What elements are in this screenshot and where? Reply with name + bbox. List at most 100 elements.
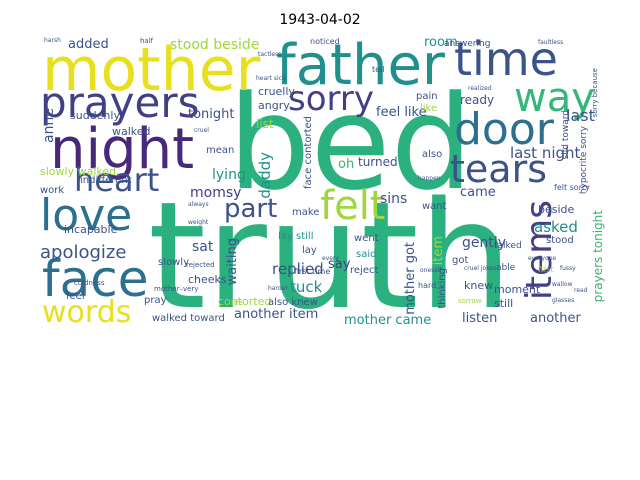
- word-everyone: everyone: [528, 255, 557, 262]
- word-lay-still: lay still: [278, 231, 314, 242]
- word-cheeks: cheeks: [188, 273, 227, 286]
- word-wallow: wallow: [552, 281, 573, 288]
- word-slid-toward: slid toward: [561, 110, 571, 160]
- word-sorry-because: sorry because: [591, 68, 599, 118]
- word-felt-sorry: felt sorry: [554, 183, 590, 192]
- word-slowly-walked: slowly walked: [40, 165, 117, 178]
- word-another-item: another item: [234, 307, 319, 322]
- word-incapable: incapable: [64, 223, 118, 236]
- word-came: came: [460, 185, 496, 200]
- word-coldness: coldness: [74, 279, 105, 287]
- word-said: said: [356, 249, 377, 260]
- word-oneself: oneself: [420, 267, 442, 274]
- word-thinking: thinking: [437, 268, 448, 309]
- word-added: added: [68, 37, 109, 52]
- word-faultless: faultless: [538, 39, 564, 46]
- word-face: face: [42, 250, 149, 308]
- word-work: work: [40, 185, 65, 196]
- word-noticed: noticed: [310, 37, 340, 46]
- word-face-contorted: face contorted: [303, 116, 314, 190]
- word-still: still: [494, 297, 514, 310]
- word-anne: anne: [41, 108, 57, 143]
- word-apologize: apologize: [40, 242, 127, 263]
- word-suddenly: suddenly: [70, 109, 120, 122]
- word-another: another: [530, 311, 581, 326]
- word-walked-toward: walked toward: [152, 313, 225, 324]
- word-feel: feel: [66, 291, 85, 302]
- word-mean: mean: [206, 145, 235, 156]
- word-mother-very: mother–very: [154, 285, 199, 293]
- word-first: first: [538, 265, 554, 274]
- word-tactless: tactless: [258, 51, 282, 58]
- word-like: like: [420, 103, 438, 114]
- word-rejected: rejected: [186, 261, 215, 269]
- word-happen: happen: [418, 175, 441, 182]
- word-tell: tell: [372, 65, 385, 74]
- word-say: say: [328, 257, 351, 272]
- word-weight: weight: [188, 219, 209, 226]
- word-prayers: prayers: [40, 78, 200, 127]
- figure-title: 1943-04-02: [279, 12, 361, 28]
- word-harder: harder: [268, 285, 288, 292]
- word-realized: realized: [468, 85, 492, 92]
- word-tears: tears: [450, 147, 547, 191]
- word-way: way: [514, 75, 595, 121]
- word-make: make: [292, 207, 320, 218]
- word-slowly: slowly: [158, 257, 189, 268]
- word-went: went: [354, 233, 379, 244]
- word-momsy: momsy: [190, 185, 242, 201]
- word-also: also: [422, 149, 443, 160]
- word-able: able: [496, 263, 516, 273]
- word-want: want: [422, 201, 447, 212]
- word-felt: felt: [320, 183, 386, 229]
- word-time: time: [454, 36, 558, 86]
- word-tonight: tonight: [188, 107, 235, 122]
- word-tuck: tuck: [290, 278, 323, 296]
- word-mother: mother: [42, 36, 261, 105]
- word-last: last: [566, 106, 595, 125]
- word-list: list: [256, 117, 274, 131]
- word-cruel-jokes: cruel jokes: [464, 265, 497, 272]
- word-truth: truth: [148, 170, 513, 326]
- word-got: got: [452, 255, 469, 266]
- word-read: read: [574, 287, 588, 294]
- word-father: father: [276, 36, 445, 98]
- word-love: love: [40, 190, 133, 241]
- word-moment: moment: [494, 283, 541, 296]
- word-part: part: [224, 194, 278, 224]
- word-stood: stood: [546, 235, 574, 246]
- word-sorry: sorry: [288, 79, 374, 119]
- word-every: every: [322, 255, 339, 262]
- word-mother-got: mother got: [403, 242, 418, 315]
- word-half: half: [140, 37, 154, 45]
- word-gently: gently: [462, 235, 507, 251]
- word-last-night: last night: [510, 144, 581, 162]
- word-talked: talked: [494, 241, 522, 251]
- word-cruelly: cruelly: [258, 85, 295, 98]
- word-also-knew: also knew: [268, 297, 318, 308]
- word-cruel: cruel: [194, 127, 209, 134]
- word-replied: replied: [272, 260, 324, 278]
- word-sins: sins: [380, 191, 408, 207]
- word-room: room: [424, 36, 458, 50]
- word-sorrow: sorrow: [458, 297, 482, 305]
- word-pray: pray: [144, 295, 167, 306]
- word-life: life: [232, 299, 243, 307]
- word-pain: pain: [416, 91, 438, 102]
- word-heart-sick: heart sick: [256, 75, 286, 82]
- word-door: door: [454, 104, 554, 155]
- word-prayers-tonight: prayers tonight: [591, 210, 605, 303]
- word-hard: hard: [418, 281, 437, 290]
- word-cloud: truth bed mother father time way prayers…: [40, 36, 610, 326]
- word-daddy: daddy: [256, 152, 274, 199]
- word-ready: ready: [460, 93, 495, 107]
- word-feel-like: feel like: [376, 105, 427, 120]
- word-walked: walked: [112, 125, 151, 138]
- word-mother-came: mother came: [344, 313, 432, 326]
- word-harsh: harsh: [44, 37, 61, 44]
- word-item: item: [431, 236, 446, 266]
- word-heart: heart: [74, 161, 160, 199]
- word-angry: angry: [258, 99, 290, 112]
- word-night: night: [50, 117, 195, 182]
- word-beside: beside: [538, 203, 575, 216]
